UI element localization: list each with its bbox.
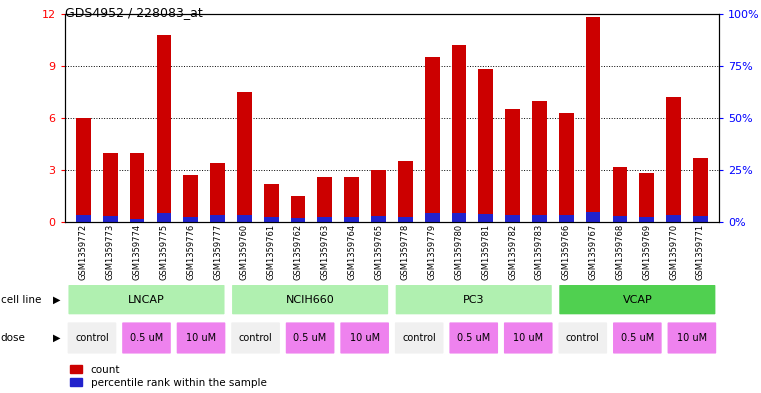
Bar (371, 170, 386, 222)
Bar (103, 152, 118, 222)
Bar (264, 217, 279, 222)
Text: control: control (566, 333, 600, 343)
Bar (479, 214, 493, 222)
Text: ▶: ▶ (53, 333, 61, 343)
FancyBboxPatch shape (558, 321, 608, 354)
Bar (210, 215, 225, 222)
Text: control: control (403, 333, 436, 343)
Bar (532, 101, 547, 222)
Bar (559, 113, 574, 222)
Bar (183, 217, 198, 222)
Text: 10 uM: 10 uM (677, 333, 707, 343)
Text: 10 uM: 10 uM (349, 333, 380, 343)
Bar (129, 152, 145, 222)
Text: 0.5 uM: 0.5 uM (457, 333, 490, 343)
Bar (666, 215, 681, 222)
Text: 0.5 uM: 0.5 uM (130, 333, 163, 343)
Bar (317, 217, 333, 222)
Text: cell line: cell line (1, 295, 41, 305)
Bar (425, 213, 440, 222)
FancyBboxPatch shape (231, 284, 389, 315)
Text: ▶: ▶ (53, 295, 61, 305)
Bar (613, 216, 627, 222)
Bar (451, 213, 466, 222)
Text: 0.5 uM: 0.5 uM (294, 333, 326, 343)
Text: LNCAP: LNCAP (128, 295, 165, 305)
Bar (291, 196, 305, 222)
Text: control: control (239, 333, 272, 343)
Bar (157, 35, 171, 222)
FancyBboxPatch shape (68, 284, 225, 315)
FancyBboxPatch shape (667, 321, 717, 354)
FancyBboxPatch shape (559, 284, 716, 315)
Text: 10 uM: 10 uM (186, 333, 216, 343)
Bar (344, 217, 359, 222)
Text: VCAP: VCAP (622, 295, 652, 305)
Bar (157, 213, 171, 222)
Bar (639, 217, 654, 222)
Bar (344, 177, 359, 222)
FancyBboxPatch shape (285, 321, 336, 354)
Bar (264, 184, 279, 222)
Bar (210, 163, 225, 222)
Bar (291, 218, 305, 222)
FancyBboxPatch shape (503, 321, 553, 354)
Bar (586, 17, 600, 222)
FancyBboxPatch shape (176, 321, 226, 354)
Bar (237, 92, 252, 222)
Text: PC3: PC3 (463, 295, 485, 305)
Bar (237, 215, 252, 222)
FancyBboxPatch shape (67, 321, 117, 354)
Bar (532, 215, 547, 222)
Bar (76, 215, 91, 222)
FancyBboxPatch shape (395, 284, 552, 315)
Text: 0.5 uM: 0.5 uM (621, 333, 654, 343)
Bar (183, 175, 198, 222)
Bar (479, 69, 493, 222)
Bar (425, 57, 440, 222)
Bar (76, 118, 91, 222)
Legend: count, percentile rank within the sample: count, percentile rank within the sample (70, 365, 266, 388)
FancyBboxPatch shape (339, 321, 390, 354)
Bar (693, 216, 708, 222)
Bar (451, 45, 466, 222)
FancyBboxPatch shape (121, 321, 172, 354)
Text: NCIH660: NCIH660 (285, 295, 335, 305)
FancyBboxPatch shape (448, 321, 499, 354)
Bar (317, 177, 333, 222)
Bar (693, 158, 708, 222)
Bar (371, 216, 386, 222)
Bar (129, 219, 145, 222)
Bar (559, 215, 574, 222)
Text: dose: dose (1, 333, 26, 343)
Bar (398, 217, 412, 222)
Bar (398, 161, 412, 222)
Bar (586, 211, 600, 222)
Text: GDS4952 / 228083_at: GDS4952 / 228083_at (65, 6, 202, 19)
Bar (505, 215, 520, 222)
Bar (103, 216, 118, 222)
Bar (666, 97, 681, 222)
Text: 10 uM: 10 uM (513, 333, 543, 343)
Bar (613, 167, 627, 222)
Text: control: control (75, 333, 109, 343)
Bar (505, 109, 520, 222)
FancyBboxPatch shape (231, 321, 281, 354)
FancyBboxPatch shape (612, 321, 663, 354)
FancyBboxPatch shape (394, 321, 444, 354)
Bar (639, 173, 654, 222)
